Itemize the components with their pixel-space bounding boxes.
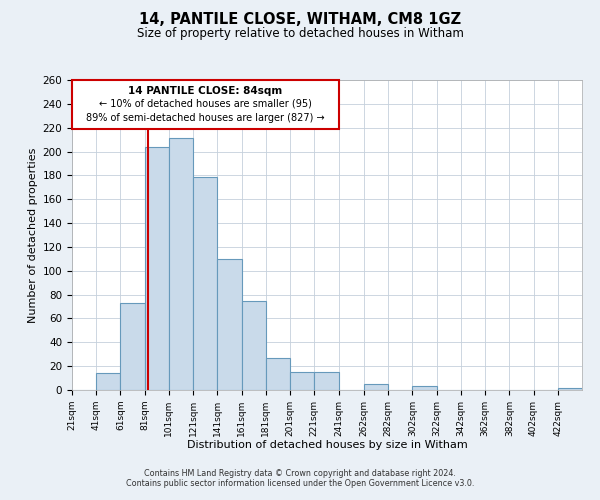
Text: 14 PANTILE CLOSE: 84sqm: 14 PANTILE CLOSE: 84sqm	[128, 86, 283, 96]
Bar	[242, 300, 266, 390]
Bar	[558, 388, 582, 390]
Text: 14, PANTILE CLOSE, WITHAM, CM8 1GZ: 14, PANTILE CLOSE, WITHAM, CM8 1GZ	[139, 12, 461, 28]
Bar	[266, 358, 290, 390]
Bar	[314, 372, 338, 390]
Bar	[217, 259, 242, 390]
Bar	[169, 138, 193, 390]
Text: Contains HM Land Registry data © Crown copyright and database right 2024.: Contains HM Land Registry data © Crown c…	[144, 468, 456, 477]
Text: 89% of semi-detached houses are larger (827) →: 89% of semi-detached houses are larger (…	[86, 113, 325, 123]
Bar	[96, 374, 121, 390]
FancyBboxPatch shape	[72, 80, 338, 129]
Text: Size of property relative to detached houses in Witham: Size of property relative to detached ho…	[137, 28, 463, 40]
Bar	[121, 303, 145, 390]
Bar	[412, 386, 437, 390]
Text: Contains public sector information licensed under the Open Government Licence v3: Contains public sector information licen…	[126, 478, 474, 488]
Y-axis label: Number of detached properties: Number of detached properties	[28, 148, 38, 322]
Bar	[145, 147, 169, 390]
Text: ← 10% of detached houses are smaller (95): ← 10% of detached houses are smaller (95…	[99, 99, 311, 109]
Bar	[193, 176, 217, 390]
Bar	[290, 372, 314, 390]
Bar	[364, 384, 388, 390]
X-axis label: Distribution of detached houses by size in Witham: Distribution of detached houses by size …	[187, 440, 467, 450]
